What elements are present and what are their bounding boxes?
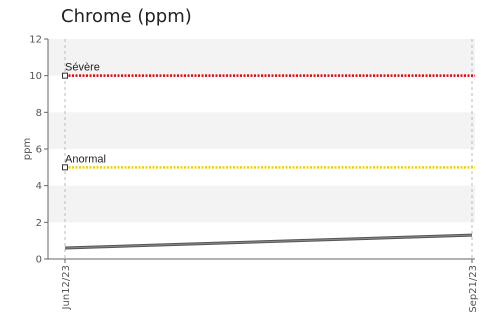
x-tick-label: Sep21/23 (468, 265, 479, 313)
threshold-marker (62, 164, 68, 171)
y-tick-label: 10 (29, 71, 42, 82)
x-tick-label: Jun12/23 (61, 265, 72, 310)
y-tick-label: 0 (36, 255, 42, 266)
threshold-label: Anormal (65, 153, 106, 165)
x-axis-ticks: Jun12/23 Sep21/23 (61, 259, 479, 313)
y-axis-ticks: 0 2 4 6 8 10 12 (29, 35, 48, 266)
y-tick-label: 6 (36, 145, 42, 156)
data-series (64, 233, 473, 250)
series-line-highlight (64, 234, 473, 249)
threshold-marker (62, 72, 68, 79)
y-axis-label: ppm (22, 138, 33, 160)
y-tick-label: 4 (36, 181, 42, 192)
threshold-lines: Sévère Anormal (62, 62, 475, 171)
grid-band (48, 39, 475, 76)
grid-band (48, 185, 475, 223)
chart-title: Chrome (ppm) (61, 6, 192, 27)
y-tick-label: 2 (36, 218, 42, 229)
grid-band (48, 112, 475, 149)
y-tick-label: 8 (36, 108, 42, 119)
y-tick-label: 12 (29, 35, 42, 46)
background-bands (48, 39, 475, 223)
threshold-label: Sévère (65, 62, 100, 74)
